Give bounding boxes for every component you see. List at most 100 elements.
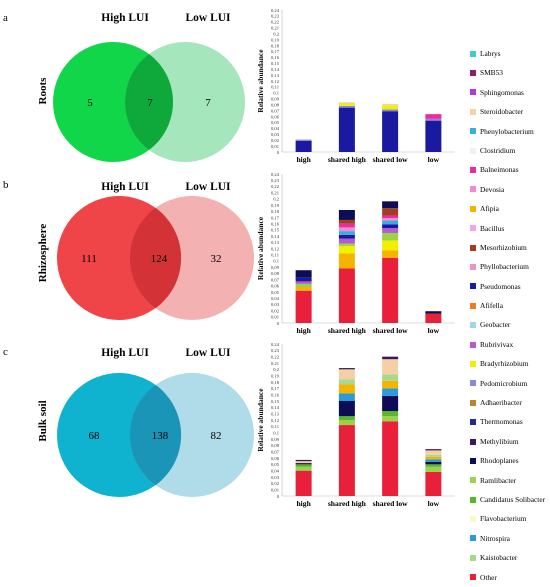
y-tick-label: 0,06 <box>271 284 280 290</box>
legend-swatch <box>470 516 476 523</box>
legend-label: Bradyrhizobium <box>480 359 529 369</box>
y-tick-label: 0 <box>277 150 280 155</box>
category-label: shared high <box>328 155 367 164</box>
legend-item: Adhaeribacter <box>470 393 550 412</box>
bar-segment-steroidobacter <box>382 359 399 375</box>
legend-label: Labrys <box>480 48 501 58</box>
legend-label: Phyllobacterium <box>480 262 529 272</box>
legend-item: Balneimonas <box>470 160 550 179</box>
y-tick-label: 0,15 <box>271 399 280 405</box>
y-tick-label: 0,04 <box>271 468 280 474</box>
bar-segment-other <box>295 470 312 496</box>
venn-b-right-title: Low LUI <box>185 181 231 193</box>
y-tick-label: 0,07 <box>271 277 280 283</box>
bar-segment-other <box>295 290 312 323</box>
bar-segment-rhodoplanes <box>382 395 399 412</box>
legend-item: Methylibium <box>470 432 550 451</box>
category-label: shared high <box>328 326 367 335</box>
bar-segment-nitrospira <box>425 459 442 462</box>
y-tick-label: 0,14 <box>271 234 280 240</box>
bar-segment-rubrivivax <box>382 228 399 233</box>
legend-swatch <box>470 438 476 445</box>
y-tick-label: 0,03 <box>271 475 280 481</box>
category-label: low <box>428 499 440 508</box>
venn-a-low-only-count: 7 <box>205 97 211 109</box>
legend-item: Other <box>470 568 550 587</box>
venn-b-high-only-count: 111 <box>81 253 97 265</box>
legend-label: Afifella <box>480 301 503 311</box>
legend-item: Bradyrhizobium <box>470 354 550 373</box>
legend-label: Clostridium <box>480 145 516 155</box>
category-label: low <box>428 326 440 335</box>
legend-label: Balneimonas <box>480 165 519 175</box>
legend-swatch <box>470 360 476 367</box>
bar-segment-methylibium <box>295 459 312 462</box>
legend-label: Steroidobacter <box>480 107 524 117</box>
bar-segment-pseudomonas <box>425 120 442 152</box>
legend-item: Candidatus Solibacter <box>470 490 550 509</box>
bar-segment-methylibium <box>338 368 355 370</box>
legend-label: Methylibium <box>480 436 519 446</box>
bar-segment-steroidobacter <box>295 461 312 464</box>
category-label: low <box>428 155 440 164</box>
bar-segment-methylibium <box>382 356 399 360</box>
legend-label: Pseudomonas <box>480 281 521 291</box>
y-tick-label: 0 <box>277 321 280 326</box>
legend-item: Geobacter <box>470 315 550 334</box>
y-tick-label: 0,23 <box>271 178 280 184</box>
venn-a-shared-count: 7 <box>147 97 153 109</box>
y-tick-label: 0,11 <box>271 253 280 259</box>
y-tick-label: 0,12 <box>271 79 280 85</box>
bar-chart-rhizosphere: 00,010,020,030,040,050,060,070,080,090,1… <box>256 172 455 335</box>
bar-segment-rhodoplanes <box>338 401 355 417</box>
y-tick-label: 0,2 <box>273 367 279 373</box>
bar-segment-pedomicrobium <box>338 105 355 108</box>
legend-item: Thermomonas <box>470 412 550 431</box>
legend-item: Pseudomonas <box>470 277 550 296</box>
venn-c-shared-count: 138 <box>152 430 169 442</box>
y-tick-label: 0,04 <box>271 126 280 132</box>
legend-item: Afifella <box>470 296 550 315</box>
legend-swatch <box>470 283 476 290</box>
bar-segment-pseudomonas <box>382 111 399 152</box>
bar-segment-candidatus-solibacter <box>338 416 355 420</box>
bar-segment-candidatus-solibacter <box>425 464 442 467</box>
y-tick-label: 0,12 <box>271 246 280 252</box>
y-tick-label: 0,09 <box>271 437 280 443</box>
sample-label-roots: Roots <box>37 77 49 105</box>
y-axis-label: Relative abundance <box>256 388 265 452</box>
y-tick-label: 0,05 <box>271 462 280 468</box>
y-tick-label: 0,09 <box>271 97 280 103</box>
y-tick-label: 0,06 <box>271 456 280 462</box>
bar-segment-other <box>338 268 355 323</box>
y-tick-label: 0,19 <box>271 37 280 43</box>
y-tick-label: 0,16 <box>271 55 280 61</box>
bar-segment-balneimonas <box>338 223 355 228</box>
y-tick-label: 0,03 <box>271 132 280 138</box>
y-tick-label: 0,16 <box>271 392 280 398</box>
venn-c-right-title: Low LUI <box>185 347 231 359</box>
bar-segment-mesorhizobium <box>382 208 399 216</box>
legend-label: Rhodoplanes <box>480 456 519 466</box>
panel-letter-c: c <box>3 346 8 358</box>
y-tick-label: 0,23 <box>271 348 280 354</box>
legend-label: SMB53 <box>480 68 504 78</box>
y-tick-label: 0,22 <box>271 20 280 26</box>
category-label: shared low <box>373 155 409 164</box>
bar-segment-candidatus-solibacter <box>295 464 312 467</box>
y-tick-label: 0,02 <box>271 481 280 487</box>
legend-swatch <box>470 205 476 212</box>
bar-segment-nitrospira <box>338 393 355 401</box>
bar-chart-bulk-soil: 00,010,020,030,040,050,060,070,080,090,1… <box>256 342 455 508</box>
legend-label: Phenylobacterium <box>480 126 534 136</box>
legend-label: Geobacter <box>480 320 511 330</box>
bar-segment-ramlibacter <box>295 466 312 471</box>
bar-segment-afipia <box>382 250 399 258</box>
legend-label: Sphingomonas <box>480 87 524 97</box>
legend-swatch <box>470 341 476 348</box>
y-tick-label: 0,13 <box>271 411 280 417</box>
legend-swatch <box>470 225 476 232</box>
y-axis-label: Relative abundance <box>256 216 265 280</box>
legend-swatch <box>470 574 476 581</box>
y-tick-label: 0,08 <box>271 102 280 108</box>
